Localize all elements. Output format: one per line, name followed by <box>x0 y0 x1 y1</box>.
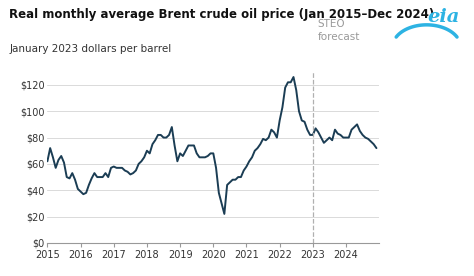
Text: eia: eia <box>428 8 460 26</box>
Text: Real monthly average Brent crude oil price (Jan 2015–Dec 2024): Real monthly average Brent crude oil pri… <box>9 8 435 21</box>
Text: January 2023 dollars per barrel: January 2023 dollars per barrel <box>9 44 172 54</box>
Text: STEO
forecast: STEO forecast <box>318 19 360 42</box>
